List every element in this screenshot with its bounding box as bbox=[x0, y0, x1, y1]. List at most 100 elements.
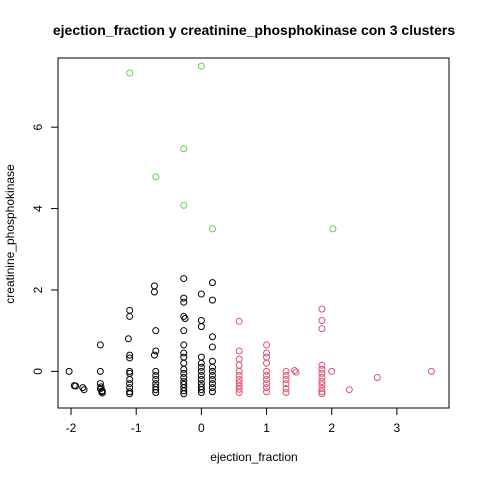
data-point-cluster-2 bbox=[345, 386, 353, 394]
data-point-cluster-3 bbox=[329, 225, 337, 233]
data-point-cluster-1 bbox=[197, 363, 205, 371]
y-tick-label: 6 bbox=[31, 124, 45, 131]
data-point-cluster-1 bbox=[96, 367, 104, 375]
x-tick-label: -1 bbox=[131, 421, 142, 435]
data-point-cluster-2 bbox=[291, 367, 299, 375]
chart-title: ejection_fraction y creatinine_phosphoki… bbox=[53, 22, 455, 38]
data-point-cluster-2 bbox=[235, 347, 243, 355]
data-point-cluster-2 bbox=[235, 385, 243, 393]
data-point-cluster-1 bbox=[126, 312, 134, 320]
data-point-cluster-1 bbox=[180, 380, 188, 388]
data-point-cluster-1 bbox=[180, 275, 188, 283]
data-point-cluster-2 bbox=[263, 371, 271, 379]
data-point-cluster-2 bbox=[318, 365, 326, 373]
data-point-cluster-1 bbox=[97, 383, 105, 391]
data-point-cluster-2 bbox=[263, 376, 271, 384]
data-point-cluster-1 bbox=[150, 288, 158, 296]
data-point-cluster-1 bbox=[180, 390, 188, 398]
data-point-cluster-1 bbox=[197, 367, 205, 375]
data-point-cluster-1 bbox=[126, 390, 134, 398]
y-axis-label: creatinine_phosphokinase bbox=[3, 164, 17, 304]
data-point-cluster-1 bbox=[124, 335, 132, 343]
data-point-cluster-2 bbox=[282, 376, 290, 384]
data-point-cluster-1 bbox=[197, 323, 205, 331]
data-point-cluster-2 bbox=[282, 371, 290, 379]
x-tick-label: 1 bbox=[263, 421, 270, 435]
data-point-cluster-1 bbox=[126, 380, 134, 388]
data-point-cluster-1 bbox=[208, 363, 216, 371]
x-tick-label: 3 bbox=[394, 421, 401, 435]
data-point-cluster-1 bbox=[208, 380, 216, 388]
data-point-cluster-3 bbox=[208, 225, 216, 233]
x-tick-label: -2 bbox=[66, 421, 77, 435]
data-point-cluster-1 bbox=[208, 376, 216, 384]
data-point-cluster-2 bbox=[263, 359, 271, 367]
data-point-cluster-2 bbox=[263, 349, 271, 357]
data-point-cluster-2 bbox=[282, 367, 290, 375]
data-point-cluster-1 bbox=[208, 279, 216, 287]
data-point-cluster-2 bbox=[263, 341, 271, 349]
data-point-cluster-1 bbox=[126, 367, 134, 375]
data-point-cluster-1 bbox=[180, 387, 188, 395]
data-point-cluster-2 bbox=[235, 389, 243, 397]
data-point-cluster-3 bbox=[197, 62, 205, 70]
data-point-cluster-1 bbox=[180, 341, 188, 349]
data-point-cluster-2 bbox=[318, 369, 326, 377]
data-point-cluster-1 bbox=[96, 341, 104, 349]
data-point-cluster-2 bbox=[263, 384, 271, 392]
data-point-cluster-1 bbox=[152, 389, 160, 397]
data-point-cluster-2 bbox=[318, 373, 326, 381]
data-point-cluster-1 bbox=[208, 371, 216, 379]
data-point-cluster-2 bbox=[318, 381, 326, 389]
data-point-cluster-1 bbox=[208, 343, 216, 351]
data-point-cluster-1 bbox=[152, 376, 160, 384]
y-tick-label: 0 bbox=[31, 368, 45, 375]
data-point-cluster-1 bbox=[180, 327, 188, 335]
data-point-cluster-2 bbox=[282, 389, 290, 397]
data-point-cluster-1 bbox=[197, 376, 205, 384]
data-point-cluster-1 bbox=[150, 351, 158, 359]
y-axis: 0 2 4 6 bbox=[31, 124, 59, 375]
data-point-cluster-2 bbox=[318, 384, 326, 392]
data-point-cluster-3 bbox=[126, 69, 134, 77]
data-point-cluster-1 bbox=[126, 354, 134, 362]
data-point-cluster-1 bbox=[197, 389, 205, 397]
data-point-cluster-2 bbox=[263, 380, 271, 388]
data-point-cluster-2 bbox=[427, 367, 435, 375]
data-point-cluster-2 bbox=[282, 384, 290, 392]
data-points bbox=[65, 62, 435, 398]
data-point-cluster-2 bbox=[235, 379, 243, 387]
data-point-cluster-1 bbox=[180, 369, 188, 377]
data-point-cluster-1 bbox=[180, 365, 188, 373]
data-point-cluster-1 bbox=[152, 386, 160, 394]
data-point-cluster-2 bbox=[263, 388, 271, 396]
data-point-cluster-1 bbox=[65, 367, 73, 375]
data-point-cluster-2 bbox=[235, 376, 243, 384]
data-point-cluster-1 bbox=[208, 296, 216, 304]
data-point-cluster-2 bbox=[235, 371, 243, 379]
x-tick-label: 2 bbox=[328, 421, 335, 435]
data-point-cluster-1 bbox=[181, 314, 189, 322]
data-point-cluster-1 bbox=[197, 359, 205, 367]
data-point-cluster-1 bbox=[180, 373, 188, 381]
data-point-cluster-2 bbox=[328, 367, 336, 375]
data-point-cluster-1 bbox=[197, 371, 205, 379]
data-point-cluster-1 bbox=[180, 298, 188, 306]
y-tick-label: 2 bbox=[31, 286, 45, 293]
data-point-cluster-3 bbox=[152, 173, 160, 181]
data-point-cluster-1 bbox=[208, 367, 216, 375]
data-point-cluster-1 bbox=[152, 371, 160, 379]
data-point-cluster-2 bbox=[318, 390, 326, 398]
data-point-cluster-2 bbox=[235, 317, 243, 325]
data-point-cluster-1 bbox=[152, 347, 160, 355]
data-point-cluster-1 bbox=[197, 290, 205, 298]
data-point-cluster-1 bbox=[96, 380, 104, 388]
data-point-cluster-2 bbox=[318, 388, 326, 396]
data-point-cluster-2 bbox=[318, 317, 326, 324]
data-point-cluster-2 bbox=[318, 325, 326, 333]
data-point-cluster-3 bbox=[180, 145, 188, 153]
data-point-cluster-3 bbox=[180, 201, 188, 209]
data-point-cluster-1 bbox=[152, 327, 160, 335]
